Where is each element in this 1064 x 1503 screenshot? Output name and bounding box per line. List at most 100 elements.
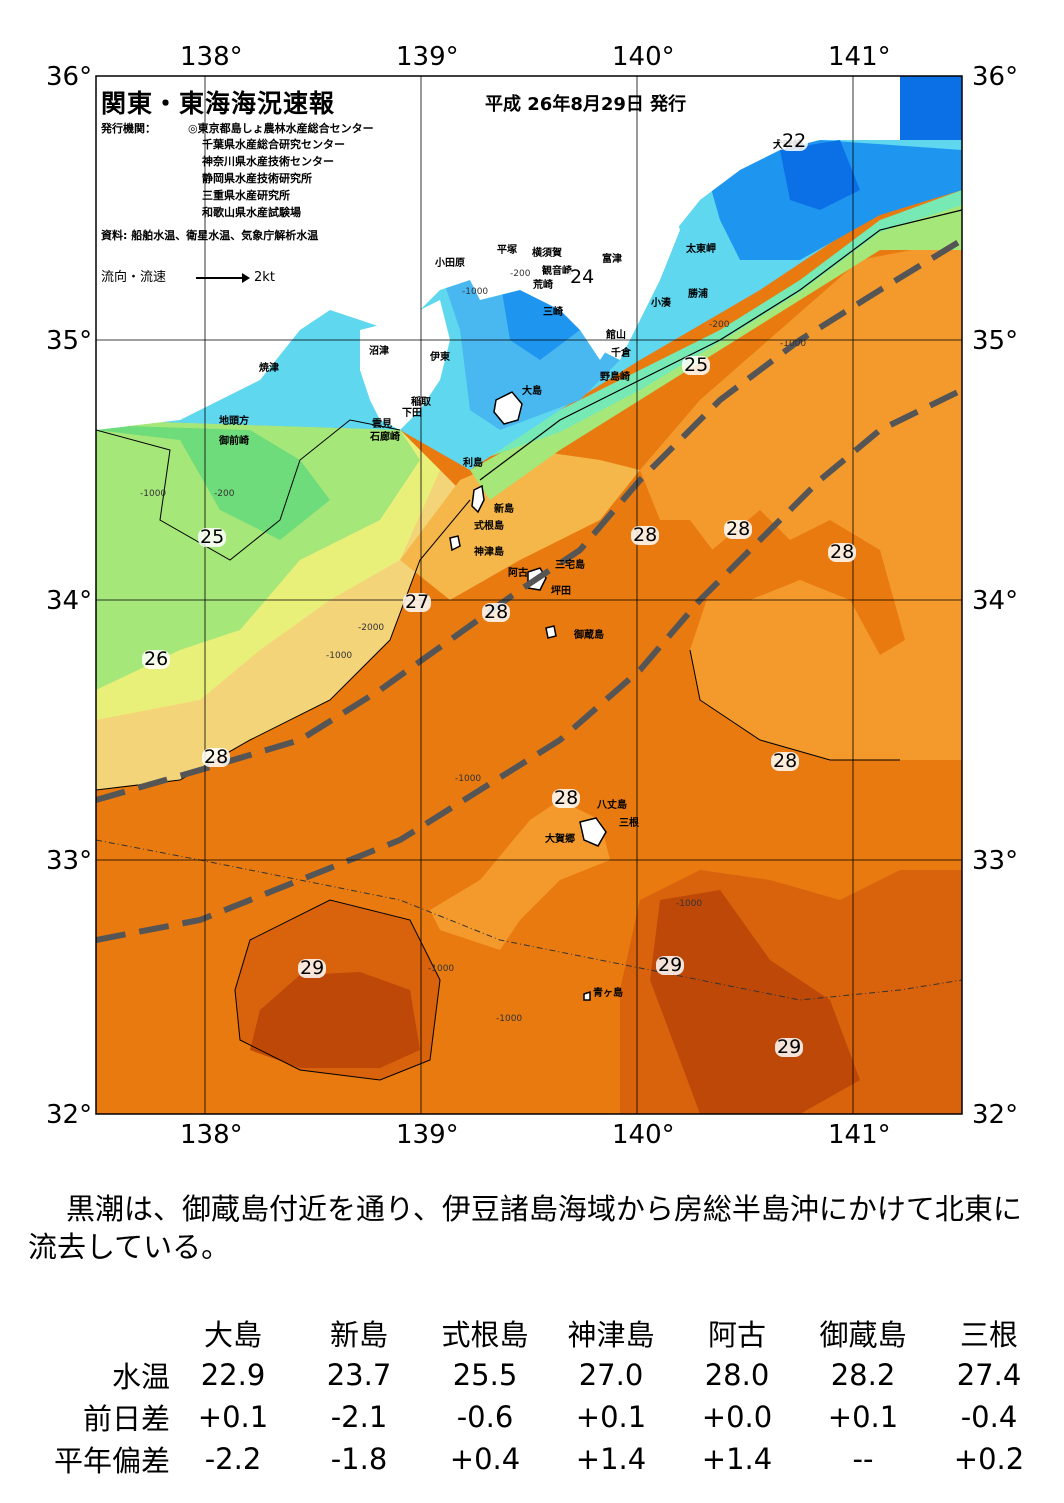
zone-29b-west (250, 972, 420, 1068)
lat-label-left-35: 35° (46, 326, 93, 356)
zone-25-coast (480, 190, 962, 460)
publisher-5: 三重県水産研究所 (202, 189, 290, 202)
table-row: 前日差 +0.1 -2.1 -0.6 +0.1 +0.0 +0.1 -0.4 (20, 1396, 1052, 1438)
place-okago: 大賀郷 (545, 834, 575, 845)
lon-label-top-138: 138° (180, 42, 243, 72)
depth-label-1000-g: -1000 (496, 1014, 523, 1024)
zone-26 (96, 420, 420, 690)
place-aogashima: 青ヶ島 (593, 988, 623, 999)
isotherm-label-25-west: 25 (198, 526, 227, 548)
land-niijima (471, 484, 485, 514)
depth-label-1000-d: -1000 (326, 651, 353, 661)
place-odawara: 小田原 (435, 258, 465, 269)
kuroshio-axis-south (96, 387, 962, 943)
place-nojimazaki: 野島崎 (600, 372, 630, 383)
isotherm-west-contour (96, 419, 401, 561)
place-shikinejima: 式根島 (474, 521, 504, 532)
place-hachijojima: 八丈島 (597, 800, 627, 811)
place-kannonzaki: 観音崎 (542, 266, 572, 277)
isotherm-label-25-east: 25 (682, 354, 711, 376)
map-title-text: 関東・東海海況速報 (101, 89, 336, 118)
lon-label-bottom-138: 138° (180, 1120, 243, 1150)
table-cell: +0.1 (197, 1400, 269, 1434)
lon-label-bottom-141: 141° (828, 1120, 891, 1150)
depth-label-1000-e: -1000 (455, 774, 482, 784)
table-cell: +0.0 (701, 1400, 773, 1434)
publisher-label: 発行機関： (101, 122, 156, 135)
lat-label-right-33: 33° (972, 846, 1019, 876)
row-label: 平年偏差 (53, 1444, 170, 1478)
summary-text: 黒潮は、御蔵島付近を通り、伊豆諸島海域から房総半島沖にかけて北東に流去している。 (28, 1192, 1022, 1264)
table-cell: -0.4 (960, 1400, 1018, 1434)
lat-label-left-32: 32° (46, 1100, 93, 1130)
land-izu-peninsula (360, 300, 450, 430)
map-frame (95, 75, 963, 1115)
table-cell: 23.7 (326, 1358, 392, 1392)
place-misaki: 三崎 (543, 307, 563, 318)
place-irozaki: 石廊崎 (370, 432, 400, 443)
place-shimoda: 下田 (402, 408, 422, 419)
table-cell: -2.2 (204, 1442, 262, 1476)
map-title: 関東・東海海況速報 (101, 84, 335, 120)
island-temperature-table: 大島 新島 式根島 神津島 阿古 御蔵島 三根 水温 22.9 23.7 25.… (20, 1312, 1052, 1480)
table-cell: 27.0 (578, 1358, 644, 1392)
place-taitomisaki: 太東岬 (686, 244, 716, 255)
isotherm-label-27: 27 (403, 591, 432, 613)
isotherm-label-29-a: 29 (298, 957, 327, 979)
place-ako: 阿古 (508, 568, 528, 579)
isotherm-label-28-a: 28 (482, 601, 511, 623)
row-label: 前日差 (82, 1402, 170, 1436)
zone-29b-southeast (650, 890, 860, 1114)
table-header-row: 大島 新島 式根島 神津島 阿古 御蔵島 三根 (20, 1312, 1052, 1354)
lon-label-bottom-140: 140° (612, 1120, 675, 1150)
table-cell: +0.4 (449, 1442, 521, 1476)
lon-label-bottom-139: 139° (396, 1120, 459, 1150)
table-header-cell: 阿古 (707, 1318, 766, 1352)
table-cell: 28.0 (704, 1358, 770, 1392)
place-ito: 伊東 (430, 352, 450, 363)
lat-label-right-32: 32° (972, 1100, 1019, 1130)
place-mera: 雲見 (372, 419, 392, 430)
depth-label-200-b: -200 (709, 320, 730, 330)
land-aogashima (583, 990, 591, 1001)
table-cell: 25.5 (452, 1358, 518, 1392)
isotherm-29-contour (234, 899, 441, 1081)
lat-label-right-34: 34° (972, 586, 1019, 616)
table-cell: -2.1 (330, 1400, 388, 1434)
isotherm-label-29-c: 29 (775, 1036, 804, 1058)
current-legend: 流向・流速 2kt (101, 266, 275, 285)
place-hiratsuka: 平塚 (497, 245, 517, 256)
table-row: 水温 22.9 23.7 25.5 27.0 28.0 28.2 27.4 (20, 1354, 1052, 1396)
table-cell: 28.2 (830, 1358, 896, 1392)
depth-label-1000-a: -1000 (462, 287, 489, 297)
place-niijima: 新島 (494, 504, 514, 515)
land-oshima (493, 391, 523, 425)
table-cell: 27.4 (956, 1358, 1022, 1392)
place-yaizu: 焼津 (259, 363, 279, 374)
depth-label-1000-f: -1000 (428, 964, 455, 974)
place-oshima: 大島 (522, 386, 542, 397)
temperature-field (96, 76, 962, 1114)
legend-label: 流向・流速 (101, 270, 167, 285)
zone-22 (780, 140, 860, 210)
place-katsuura: 勝浦 (688, 289, 708, 300)
publisher-1: ◎東京都島しょ農林水産総合センター (188, 122, 374, 135)
table-cell: 22.9 (200, 1358, 266, 1392)
table-cell: +0.1 (827, 1400, 899, 1434)
place-tsubota: 坪田 (551, 586, 571, 597)
table-cell: -0.6 (456, 1400, 514, 1434)
isotherm-label-22: 22 (780, 130, 809, 152)
land-hachijojima (579, 817, 607, 847)
lat-label-left-34: 34° (46, 586, 93, 616)
place-inatori: 稲取 (411, 397, 431, 408)
table-row: 平年偏差 -2.2 -1.8 +0.4 +1.4 +1.4 -- +0.2 (20, 1438, 1052, 1480)
table-corner (20, 1312, 170, 1354)
legend-arrow-icon (196, 272, 251, 283)
legend-value: 2kt (254, 270, 275, 285)
table-cell: +1.4 (575, 1442, 647, 1476)
lat-label-right-35: 35° (972, 326, 1019, 356)
table-cell: -1.8 (330, 1442, 388, 1476)
lon-label-top-139: 139° (396, 42, 459, 72)
place-arasaki: 荒崎 (533, 280, 553, 291)
zone-28-south (430, 800, 610, 950)
